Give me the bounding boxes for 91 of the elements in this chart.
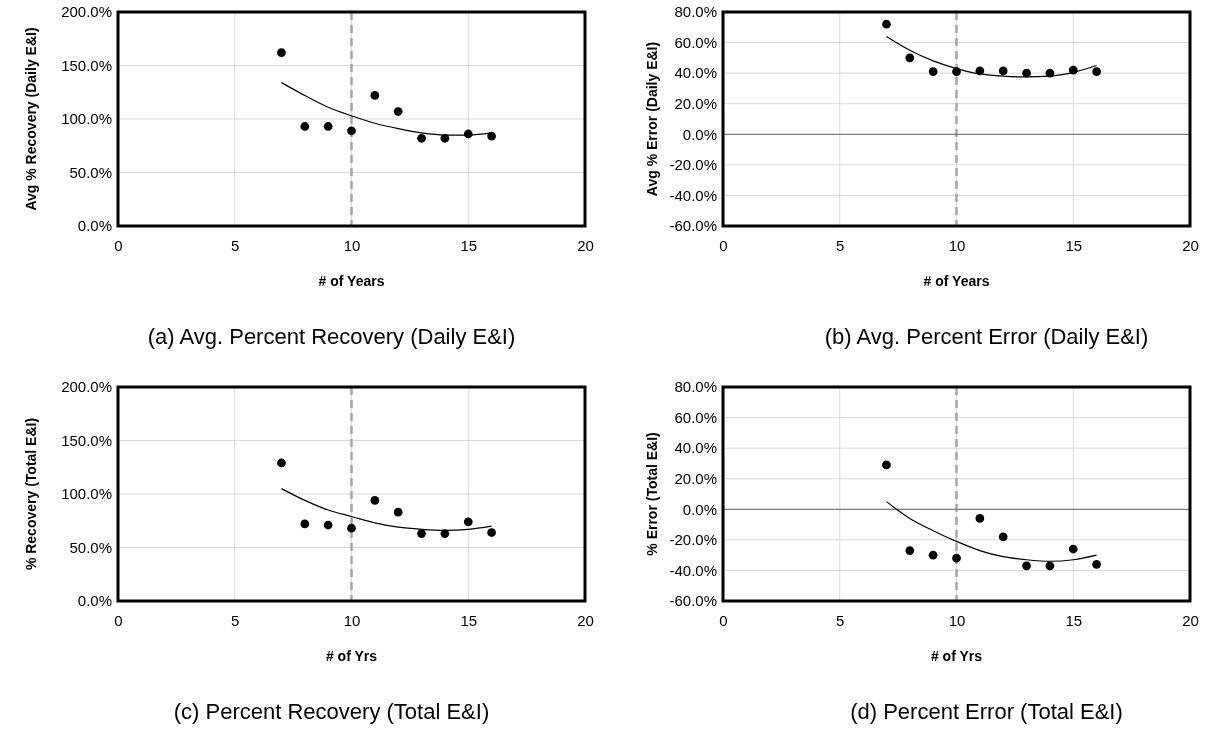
y-tick-label: 20.0% [674,470,717,488]
point [1045,561,1055,571]
y-tick-label: 80.0% [674,3,717,21]
y-tick-label: 40.0% [674,439,717,457]
point [277,458,286,468]
y-tick-label: 60.0% [674,33,717,51]
y-tick-label: -60.0% [669,217,717,235]
y-tick-label: 0.0% [682,500,717,518]
point [417,529,426,538]
point [1022,561,1031,571]
y-tick-label: 200.0% [61,3,112,21]
point [347,126,356,136]
y-tick-label: 150.0% [61,431,112,449]
point [1092,67,1101,76]
text: (c) Percent Recovery (Total E&I) [173,699,490,724]
x-axis-title: # of Years [318,273,385,289]
point [1068,544,1078,554]
point [928,67,938,76]
y-tick-label: 50.0% [69,538,112,556]
x-tick-label: 0 [719,236,728,254]
point [998,66,1008,76]
point [905,53,915,63]
point [882,19,891,29]
point [417,133,426,143]
y-tick-label: 0.0% [77,592,112,610]
x-axis-title: # of Yrs [325,648,378,664]
point [882,460,891,470]
y-tick-label: 40.0% [674,64,717,82]
point [277,48,286,58]
x-tick-label: 5 [231,611,240,629]
point [300,122,310,131]
text: (a) Avg. Percent Recovery (Daily E&I) [147,324,516,349]
y-tick-label: 0.0% [77,217,112,235]
x-tick-label: 20 [1182,611,1199,629]
y-tick-label: 80.0% [674,378,717,396]
x-tick-label: 5 [836,611,845,629]
x-tick-label: 5 [231,236,240,254]
y-tick-label: -20.0% [669,156,717,174]
x-tick-label: 0 [114,611,123,629]
x-tick-label: 10 [948,611,966,629]
x-tick-label: 15 [460,236,478,254]
x-tick-label: 15 [1065,236,1083,254]
y-tick-label: 200.0% [61,378,112,396]
x-tick-label: 20 [1182,236,1199,254]
point [975,514,985,523]
point [347,523,356,533]
y-tick-label: 100.0% [61,485,112,503]
point [1092,559,1101,569]
point [952,67,961,76]
x-tick-label: 0 [114,236,123,254]
x-axis-title: # of Yrs [930,648,983,664]
x-tick-label: 20 [577,236,594,254]
y-axis-title: % Recovery (Total E&I) [23,417,39,571]
y-tick-label: 50.0% [69,163,112,181]
point [370,91,380,100]
x-tick-label: 5 [836,236,845,254]
point [393,107,403,116]
point [370,496,380,505]
x-tick-label: 0 [719,611,728,629]
y-tick-label: -40.0% [669,561,717,579]
text: (b) Avg. Percent Error (Daily E&I) [824,324,1149,349]
point [487,528,496,537]
y-tick-label: 60.0% [674,408,717,426]
y-tick-label: -40.0% [669,186,717,204]
y-axis-title: Avg % Recovery (Daily E&I) [23,27,39,211]
point [998,532,1008,542]
point [300,519,310,529]
y-tick-label: 100.0% [61,110,112,128]
x-tick-label: 10 [343,236,361,254]
point [1022,68,1031,78]
text: (d) Percent Error (Total E&I) [850,699,1123,724]
x-tick-label: 15 [1065,611,1083,629]
point [928,550,938,560]
point [323,520,333,530]
x-tick-label: 15 [460,611,478,629]
point [323,122,333,131]
point [393,507,403,517]
point [905,546,915,555]
x-tick-label: 10 [948,236,966,254]
point [952,553,961,563]
y-tick-label: -20.0% [669,531,717,549]
y-axis-title: Avg % Error (Daily E&I) [644,41,660,197]
x-tick-label: 10 [343,611,361,629]
y-axis-title: % Error (Total E&I) [644,432,660,556]
point [463,517,473,527]
x-axis-title: # of Years [923,273,990,289]
x-tick-label: 20 [577,611,594,629]
y-tick-label: 0.0% [682,125,717,143]
y-tick-label: -60.0% [669,592,717,610]
y-tick-label: 150.0% [61,56,112,74]
y-tick-label: 20.0% [674,95,717,113]
